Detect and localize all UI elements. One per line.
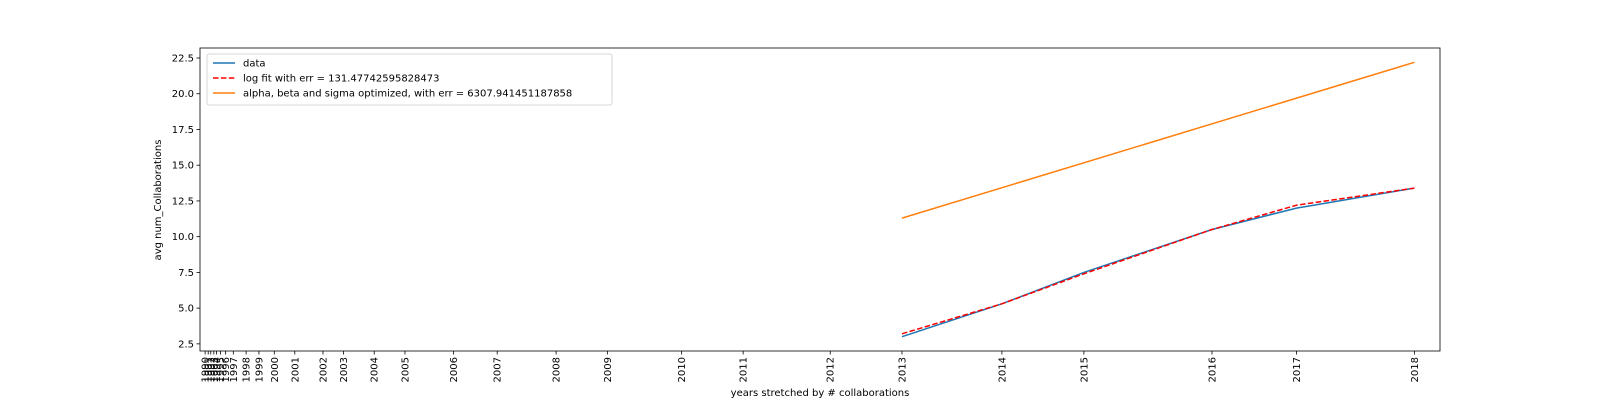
x-tick-label: 2012 xyxy=(826,357,837,382)
x-tick-label: 1995 xyxy=(216,357,227,382)
x-tick-label: 1990 xyxy=(201,357,212,382)
x-tick-label: 1992 xyxy=(206,357,217,382)
y-tick-label: 20.0 xyxy=(172,89,194,100)
x-tick-label: 1991 xyxy=(204,357,215,382)
x-tick-label: 2005 xyxy=(400,357,411,382)
series-line xyxy=(901,187,1415,335)
x-tick-label: 2008 xyxy=(552,357,563,382)
x-tick-label: 2018 xyxy=(1410,357,1421,382)
x-axis-label: years stretched by # collaborations xyxy=(731,388,910,399)
x-tick-label: 2017 xyxy=(1292,357,1303,382)
x-tick-label: 2014 xyxy=(997,357,1008,382)
x-tick-label: 2007 xyxy=(493,357,504,382)
legend-label: log fit with err = 131.47742595828473 xyxy=(243,74,440,85)
x-tick-label: 1998 xyxy=(242,357,253,382)
series-line xyxy=(901,187,1415,338)
legend-frame xyxy=(206,53,613,106)
x-tick-label: 2010 xyxy=(677,357,688,382)
x-tick-label: 1993 xyxy=(209,357,220,382)
y-tick-label: 17.5 xyxy=(172,125,194,136)
x-tick-label: 2004 xyxy=(370,357,381,382)
x-tick-label: 2002 xyxy=(318,357,329,382)
x-tick-label: 2016 xyxy=(1207,357,1218,382)
y-tick-label: 22.5 xyxy=(172,54,194,65)
x-tick-label: 2015 xyxy=(1079,357,1090,382)
x-tick-label: 1997 xyxy=(229,357,240,382)
x-tick-label: 2003 xyxy=(339,357,350,382)
x-tick-label: 2009 xyxy=(603,357,614,382)
x-tick-label: 2001 xyxy=(290,357,301,382)
y-tick-label: 10.0 xyxy=(172,232,194,243)
y-tick-label: 5.0 xyxy=(178,304,194,315)
y-tick-label: 2.5 xyxy=(178,339,194,350)
x-tick-label: 2006 xyxy=(449,357,460,382)
legend-label: data xyxy=(243,59,266,70)
y-axis-label: avg num_Collaborations xyxy=(153,140,164,261)
x-tick-label: 2011 xyxy=(739,357,750,382)
legend-label: alpha, beta and sigma optimized, with er… xyxy=(243,89,572,100)
series-line xyxy=(901,61,1415,219)
y-tick-label: 15.0 xyxy=(172,161,194,172)
y-tick-label: 12.5 xyxy=(172,196,194,207)
x-tick-label: 1999 xyxy=(254,357,265,382)
legend: data log fit with err = 131.4774259582847… xyxy=(206,53,613,106)
y-axis-ticks: 2.5 5.0 7.5 10.0 12.5 15.0 17.5 20.0 22.5 xyxy=(172,54,200,350)
y-tick-label: 7.5 xyxy=(178,268,194,279)
series-layer xyxy=(901,61,1415,338)
x-tick-label: 2000 xyxy=(270,357,281,382)
plot-frame xyxy=(199,47,1441,352)
x-tick-label: 1994 xyxy=(212,357,223,382)
x-tick-label: 2013 xyxy=(897,357,908,382)
x-tick-label: 1996 xyxy=(221,357,232,382)
